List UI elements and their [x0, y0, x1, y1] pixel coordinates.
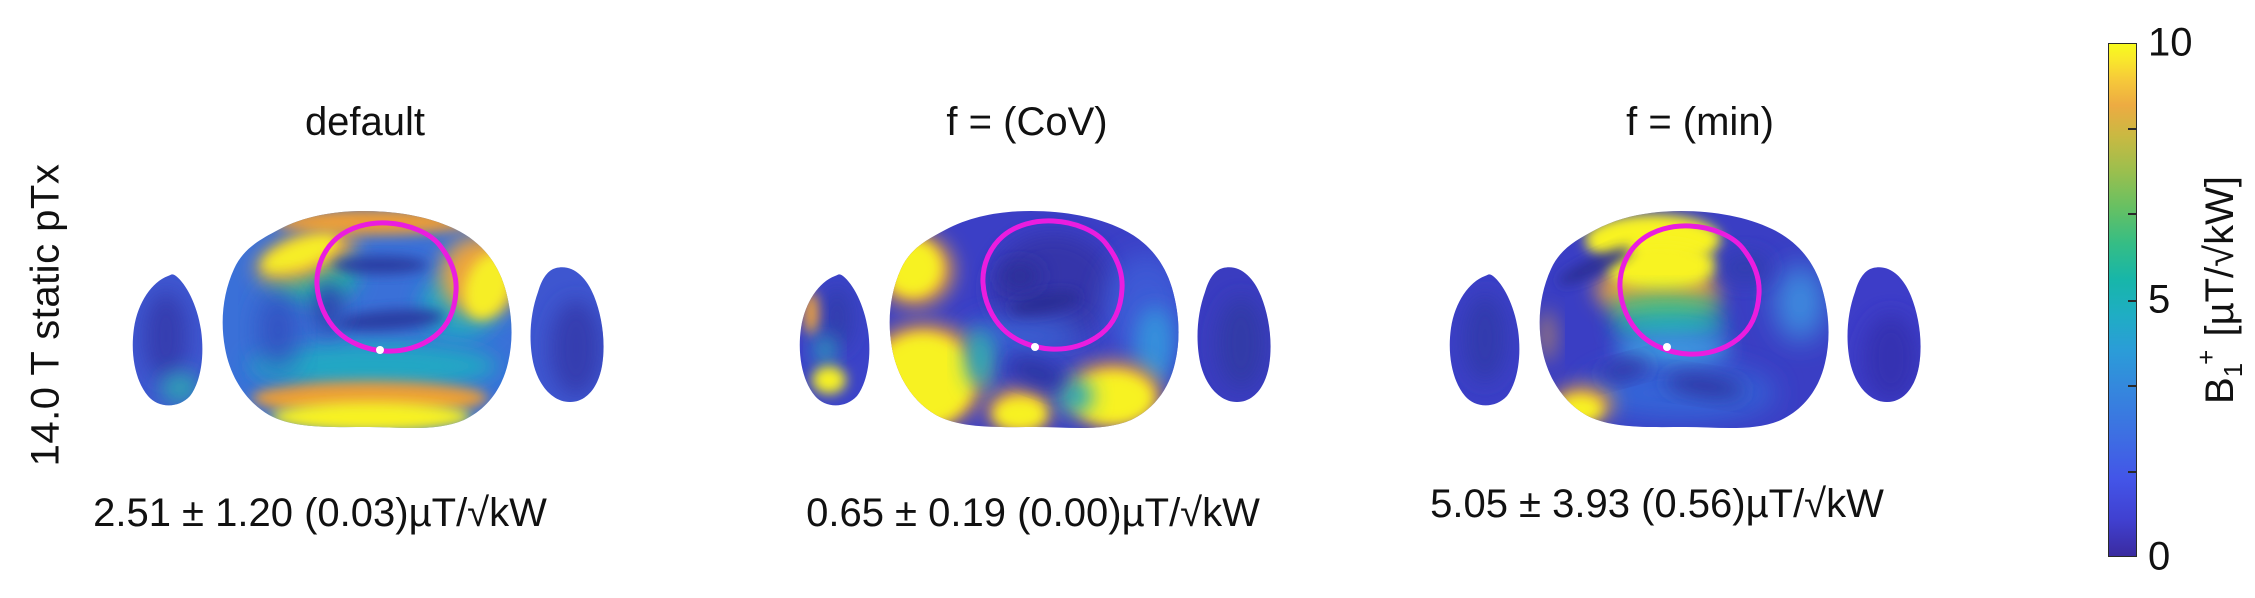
roi-contour: [314, 220, 459, 354]
b1-symbol: B: [2198, 377, 2243, 404]
right-ear-map: [530, 267, 604, 402]
colorbar-minor-tick: [2128, 128, 2136, 130]
panel-title-cov: f = (CoV): [946, 100, 1108, 144]
head-body-map: [889, 211, 1179, 429]
right-ear-map: [1197, 267, 1271, 402]
row-label: 14.0 T static pTx: [24, 164, 69, 467]
contour-gap-dot: [1031, 343, 1039, 351]
stat-min: 5.05 ± 3.93 (0.56)µT/√kW: [1430, 482, 1884, 526]
left-ear-map: [1449, 274, 1520, 406]
stat-cov: 0.65 ± 0.19 (0.00)µT/√kW: [806, 491, 1260, 535]
row-label-text: 14.0 T static pTx: [23, 163, 68, 467]
colorbar-axis-label: B1+ [µT/√kW]: [2191, 176, 2249, 404]
colorbar-tick-5: 5: [2148, 277, 2171, 322]
colorbar-unit: [µT/√kW]: [2198, 176, 2243, 348]
b1-map-cov: [799, 211, 1271, 429]
colorbar-minor-tick: [2128, 385, 2136, 387]
roi-contour: [1617, 223, 1762, 357]
stat-default: 2.51 ± 1.20 (0.03)µT/√kW: [93, 491, 547, 535]
colorbar-tick-10: 10: [2148, 20, 2193, 65]
colorbar-major-tick: [2128, 300, 2136, 302]
panel-title-default: default: [304, 100, 426, 144]
b1-superscript: +: [2190, 349, 2221, 365]
panel-title-min: f = (min): [1626, 100, 1774, 144]
left-ear-map: [799, 274, 870, 406]
colorbar-minor-tick: [2128, 213, 2136, 215]
right-ear-map: [1847, 267, 1921, 402]
head-body-map: [222, 211, 512, 429]
colorbar-tick-0: 0: [2148, 534, 2171, 579]
left-ear-map: [132, 274, 203, 406]
b1-map-min: [1449, 211, 1921, 429]
contour-gap-dot: [376, 346, 384, 354]
head-body-map: [1539, 211, 1829, 429]
b1-map-default: [132, 211, 604, 429]
colorbar-minor-tick: [2128, 471, 2136, 473]
roi-contour: [980, 218, 1125, 352]
b1-subscript: 1: [2218, 362, 2249, 378]
hotspots: [889, 233, 1179, 429]
contour-gap-dot: [1663, 343, 1671, 351]
